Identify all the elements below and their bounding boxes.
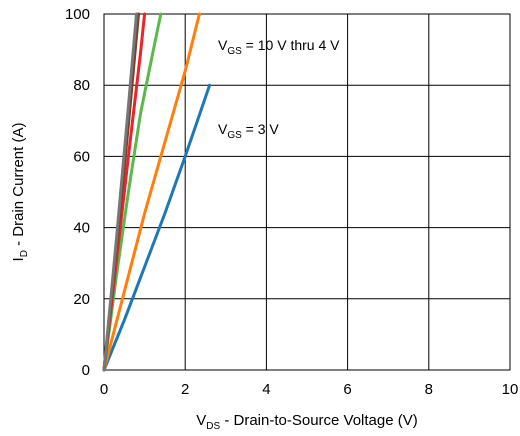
annotation-vgs-10v-thru-4v: VGS = 10 V thru 4 V — [218, 37, 340, 57]
x-tick-label: 10 — [502, 381, 519, 398]
plot-frame — [103, 13, 511, 371]
y-axis-title: ID - Drain Current (A) — [10, 123, 30, 262]
x-tick-label: 6 — [343, 381, 351, 398]
y-tick-label: 100 — [65, 6, 90, 23]
y-tick-label: 0 — [82, 362, 90, 379]
x-axis-title: VDS - Drain-to-Source Voltage (V) — [196, 412, 418, 432]
x-tick-label: 0 — [100, 381, 108, 398]
series-group — [102, 12, 212, 372]
series-line-5 — [102, 12, 138, 372]
y-tick-label: 40 — [73, 220, 90, 237]
series-line-0 — [102, 83, 212, 372]
x-tick-label: 2 — [181, 381, 189, 398]
series-line-1 — [102, 12, 201, 372]
grid — [103, 13, 511, 371]
x-tick-label: 8 — [425, 381, 433, 398]
y-tick-label: 80 — [73, 77, 90, 94]
annotation-vgs-3v: VGS = 3 V — [218, 121, 279, 141]
x-tick-label: 4 — [262, 381, 270, 398]
y-tick-label: 60 — [73, 148, 90, 165]
y-tick-label: 20 — [73, 291, 90, 308]
